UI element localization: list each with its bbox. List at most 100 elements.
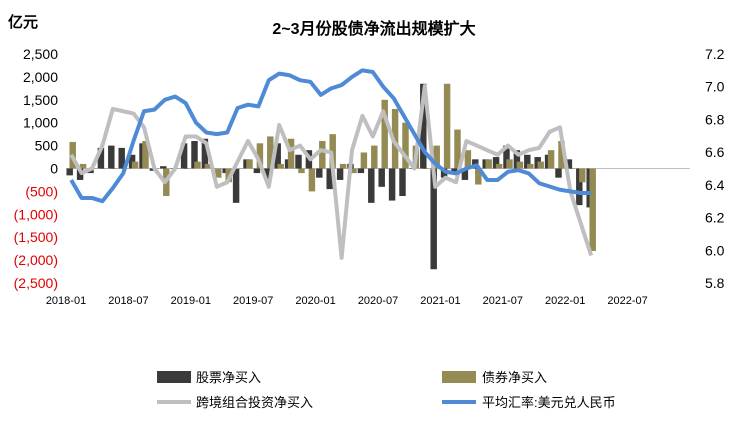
bar-bond xyxy=(454,129,461,169)
y-left-tick-label: (2,000) xyxy=(14,252,58,268)
bar-stock xyxy=(461,168,469,180)
bar-stock xyxy=(180,143,188,169)
bar-bond xyxy=(100,168,108,169)
bar-stock xyxy=(451,168,458,174)
bar-bond xyxy=(267,136,274,169)
legend-label-cross-border: 跨境组合投资净买入 xyxy=(196,395,313,410)
bar-bond xyxy=(235,168,243,169)
fx-rate-line xyxy=(69,68,592,204)
y-left-tick-label: 2,000 xyxy=(23,69,58,85)
y-right-tick-label: 6.8 xyxy=(705,111,725,127)
bar-stock xyxy=(357,168,365,174)
bar-bond xyxy=(142,141,149,169)
legend-label-stock: 股票净买入 xyxy=(196,370,261,385)
legend-swatch-stock xyxy=(157,371,191,383)
bar-bond xyxy=(402,122,409,169)
bar-bond xyxy=(423,168,430,169)
bar-stock xyxy=(160,166,167,169)
bar-bond xyxy=(79,163,87,169)
bar-bond xyxy=(183,168,191,169)
bar-stock xyxy=(191,141,198,169)
bar-bond xyxy=(547,150,555,169)
y-right-tick-label: 6.0 xyxy=(705,242,725,258)
bar-bond xyxy=(381,99,388,169)
bar-bond xyxy=(194,161,201,169)
x-tick-label: 2018-01 xyxy=(46,295,86,307)
bar-bond xyxy=(256,143,264,169)
bar-stock xyxy=(420,83,427,169)
bar-stock xyxy=(274,143,281,169)
bar-bond xyxy=(568,168,576,169)
bar-bond xyxy=(287,138,295,169)
bar-bond xyxy=(277,163,284,169)
bar-stock xyxy=(108,145,115,169)
bar-stock xyxy=(118,147,125,169)
y-right-tick-label: 6.6 xyxy=(705,144,725,160)
bar-bond xyxy=(475,168,482,185)
bar-stock xyxy=(253,168,261,174)
y-left-axis-label: 亿元 xyxy=(8,13,38,31)
bar-stock xyxy=(430,168,437,270)
bar-stock xyxy=(232,168,240,203)
bar-stock xyxy=(336,168,344,180)
bar-stock xyxy=(503,145,510,169)
bar-stock xyxy=(513,150,521,169)
bar-stock xyxy=(378,168,385,187)
bar-bond xyxy=(495,163,503,169)
x-tick-label: 2022-01 xyxy=(545,295,585,307)
legend-label-bond: 债券净买入 xyxy=(482,370,547,385)
bar-bond xyxy=(527,163,534,169)
y-left-tick-label: (500) xyxy=(25,183,58,199)
bar-stock xyxy=(388,168,396,201)
x-tick-label: 2021-01 xyxy=(420,295,460,307)
chart-title: 2~3月份股债净流出规模扩大 xyxy=(272,19,475,38)
bar-bond xyxy=(589,168,596,251)
x-tick-label: 2019-07 xyxy=(233,295,273,307)
bar-bond xyxy=(391,108,399,169)
bar-bond xyxy=(537,161,544,169)
bar-bond xyxy=(579,168,586,183)
bar-stock xyxy=(576,168,583,206)
y-right-tick-label: 5.8 xyxy=(705,275,725,291)
bar-stock xyxy=(399,168,406,196)
y-left-tick-label: 2,500 xyxy=(23,46,58,62)
bar-bond xyxy=(433,145,440,169)
bar-bond xyxy=(506,159,513,169)
y-left-tick-label: (2,500) xyxy=(14,275,58,291)
bar-stock xyxy=(264,168,271,180)
y-right-tick-label: 6.4 xyxy=(705,177,725,193)
bar-bond xyxy=(371,145,378,169)
x-tick-label: 2020-07 xyxy=(358,295,398,307)
y-left-tick-label: (1,000) xyxy=(14,206,58,222)
bar-bond xyxy=(558,141,565,169)
cross-border-line xyxy=(69,84,594,260)
bar-bond xyxy=(215,168,222,178)
bar-bond xyxy=(485,159,492,169)
bar-bond xyxy=(246,159,253,169)
bar-bond xyxy=(339,163,347,169)
bar-bond xyxy=(443,83,451,169)
bar-bond xyxy=(111,168,118,169)
bar-bond xyxy=(319,141,326,169)
x-tick-label: 2020-01 xyxy=(295,295,335,307)
x-tick-label: 2019-01 xyxy=(171,295,211,307)
bar-stock xyxy=(368,168,375,203)
x-tick-label: 2021-07 xyxy=(483,295,523,307)
bar-bond xyxy=(464,150,472,169)
bar-bond xyxy=(360,152,368,169)
bar-bond xyxy=(204,163,212,169)
bar-bond xyxy=(131,161,139,169)
y-left-tick-label: 0 xyxy=(50,161,58,177)
x-tick-label: 2018-07 xyxy=(108,295,148,307)
y-right-tick-label: 7.0 xyxy=(705,79,725,95)
bar-bond xyxy=(516,161,524,169)
x-tick-labels: 2018-01 2018-07 2019-01 2019-07 2020-01 2020-… xyxy=(46,295,648,307)
y-left-tick-label: (1,500) xyxy=(14,229,58,245)
bar-stock xyxy=(555,168,562,178)
bar-stock xyxy=(492,157,500,169)
bar-stock xyxy=(565,159,573,169)
bar-stock xyxy=(326,168,333,190)
bar-stock xyxy=(524,154,531,169)
